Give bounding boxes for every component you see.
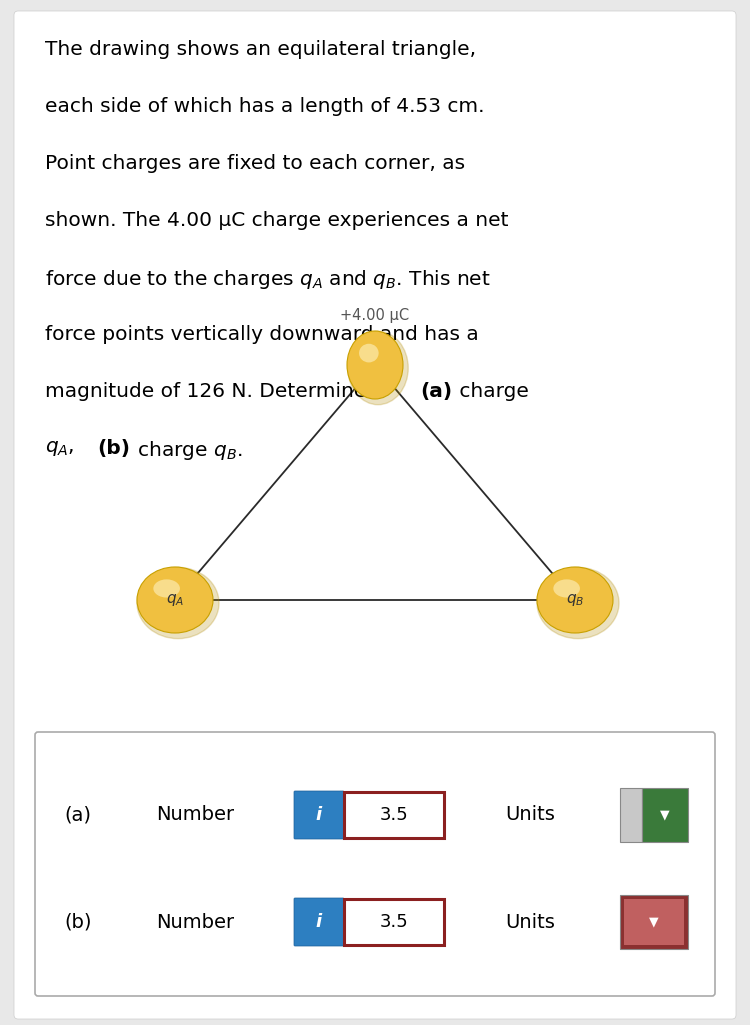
Text: force points vertically downward and has a: force points vertically downward and has… [45, 325, 479, 344]
Text: Number: Number [156, 806, 234, 824]
Text: $q_B$: $q_B$ [566, 592, 584, 608]
Text: i: i [316, 913, 322, 931]
FancyBboxPatch shape [620, 788, 642, 842]
Text: Units: Units [505, 806, 555, 824]
Text: +4.00 μC: +4.00 μC [340, 308, 410, 323]
FancyBboxPatch shape [642, 788, 688, 842]
Text: (a): (a) [64, 806, 92, 824]
FancyBboxPatch shape [294, 898, 344, 946]
FancyBboxPatch shape [35, 732, 715, 996]
FancyBboxPatch shape [344, 792, 444, 838]
Text: ▼: ▼ [650, 915, 658, 929]
FancyBboxPatch shape [344, 899, 444, 945]
Text: charge: charge [453, 382, 529, 401]
Text: shown. The 4.00 μC charge experiences a net: shown. The 4.00 μC charge experiences a … [45, 211, 509, 230]
FancyBboxPatch shape [14, 11, 736, 1019]
Ellipse shape [537, 567, 613, 633]
Text: Number: Number [156, 912, 234, 932]
Text: force due to the charges $q_A$ and $q_B$. This net: force due to the charges $q_A$ and $q_B$… [45, 268, 491, 291]
Text: $q_A$: $q_A$ [166, 592, 184, 608]
Text: Units: Units [505, 912, 555, 932]
Text: (a): (a) [420, 382, 452, 401]
FancyBboxPatch shape [624, 899, 684, 945]
Text: i: i [316, 806, 322, 824]
Text: magnitude of 126 N. Determine: magnitude of 126 N. Determine [45, 382, 373, 401]
Ellipse shape [347, 331, 403, 399]
Text: The drawing shows an equilateral triangle,: The drawing shows an equilateral triangl… [45, 40, 476, 59]
Text: $q_A$,: $q_A$, [45, 439, 76, 458]
Ellipse shape [137, 568, 219, 639]
Text: ▼: ▼ [660, 809, 670, 821]
Text: 3.5: 3.5 [380, 806, 408, 824]
Ellipse shape [137, 567, 213, 633]
Ellipse shape [153, 579, 180, 598]
FancyBboxPatch shape [620, 895, 688, 949]
Text: (b): (b) [97, 439, 130, 458]
Text: Point charges are fixed to each corner, as: Point charges are fixed to each corner, … [45, 154, 465, 173]
Ellipse shape [359, 343, 379, 363]
Text: charge $q_B$.: charge $q_B$. [131, 439, 242, 462]
Ellipse shape [537, 568, 619, 639]
Text: each side of which has a length of 4.53 cm.: each side of which has a length of 4.53 … [45, 97, 485, 116]
Text: 3.5: 3.5 [380, 913, 408, 931]
FancyBboxPatch shape [294, 791, 344, 839]
Ellipse shape [554, 579, 580, 598]
Ellipse shape [348, 331, 408, 405]
Text: (b): (b) [64, 912, 92, 932]
